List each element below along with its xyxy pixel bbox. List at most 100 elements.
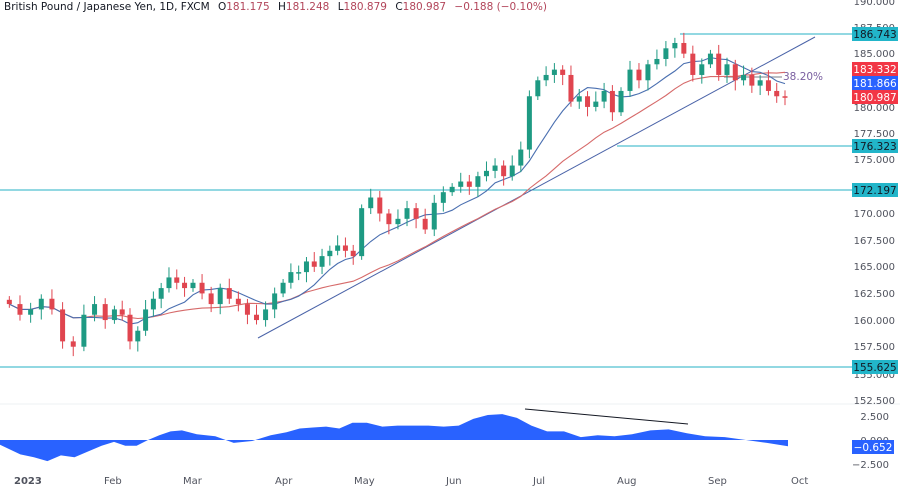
candle[interactable] — [526, 90, 532, 159]
candle[interactable] — [509, 155, 515, 181]
candle[interactable] — [543, 66, 549, 87]
candle[interactable] — [782, 90, 788, 106]
candle[interactable] — [263, 301, 269, 327]
candle[interactable] — [765, 70, 771, 96]
candle[interactable] — [440, 186, 446, 212]
candle[interactable] — [38, 294, 44, 320]
candle[interactable] — [81, 304, 87, 352]
fast-moving-average[interactable] — [9, 57, 786, 325]
candle[interactable] — [244, 298, 250, 325]
candle[interactable] — [119, 300, 125, 321]
candle[interactable] — [663, 41, 669, 67]
candle[interactable] — [208, 286, 214, 313]
oscillator-area[interactable] — [0, 414, 788, 462]
candle[interactable] — [551, 63, 557, 83]
candle[interactable] — [749, 67, 755, 93]
candle[interactable] — [535, 76, 541, 101]
candle[interactable] — [716, 44, 722, 81]
candle[interactable] — [593, 91, 599, 112]
candle[interactable] — [681, 32, 687, 59]
candle[interactable] — [576, 88, 582, 109]
candle[interactable] — [359, 204, 365, 260]
candle[interactable] — [707, 49, 713, 69]
candle[interactable] — [6, 296, 12, 308]
candlestick-series[interactable] — [6, 32, 788, 357]
candle[interactable] — [280, 279, 286, 298]
candle[interactable] — [501, 160, 507, 186]
candle[interactable] — [60, 302, 66, 349]
candle[interactable] — [483, 161, 489, 182]
candle[interactable] — [150, 291, 156, 317]
candle[interactable] — [609, 85, 615, 121]
divergence-line[interactable] — [524, 408, 689, 425]
candle[interactable] — [296, 265, 302, 281]
candle[interactable] — [190, 279, 196, 292]
candle[interactable] — [458, 172, 464, 193]
candle[interactable] — [690, 45, 696, 82]
candle[interactable] — [560, 65, 566, 86]
candle[interactable] — [654, 49, 660, 70]
candle[interactable] — [627, 60, 633, 97]
candle[interactable] — [466, 174, 472, 195]
candle[interactable] — [774, 82, 780, 103]
candle[interactable] — [111, 305, 117, 324]
candle[interactable] — [672, 37, 678, 58]
candle[interactable] — [28, 302, 34, 323]
candle[interactable] — [618, 87, 624, 116]
candle[interactable] — [335, 235, 341, 256]
candle[interactable] — [449, 183, 455, 196]
candle[interactable] — [303, 257, 309, 283]
candle[interactable] — [645, 59, 651, 91]
candle[interactable] — [386, 209, 392, 235]
candle[interactable] — [166, 267, 172, 293]
candle[interactable] — [413, 203, 419, 229]
time-axis[interactable]: 2023 Feb Mar Apr May Jun Jul Aug Sep Oct — [14, 476, 808, 487]
symbol-title[interactable]: British Pound / Japanese Yen, 1D, FXCM — [4, 1, 210, 13]
candle[interactable] — [327, 245, 333, 266]
candle[interactable] — [368, 188, 374, 215]
candle[interactable] — [724, 57, 730, 83]
candle[interactable] — [757, 75, 763, 96]
candle[interactable] — [174, 269, 180, 290]
candle[interactable] — [235, 291, 241, 312]
candle[interactable] — [217, 283, 223, 315]
candle[interactable] — [92, 296, 98, 322]
candle[interactable] — [492, 158, 498, 179]
candle[interactable] — [102, 298, 108, 329]
candle[interactable] — [127, 308, 133, 350]
candle[interactable] — [568, 65, 574, 107]
candle[interactable] — [135, 326, 141, 352]
candle[interactable] — [699, 58, 705, 84]
candle[interactable] — [17, 295, 23, 321]
candle[interactable] — [143, 299, 149, 336]
candle[interactable] — [350, 244, 356, 265]
candle[interactable] — [182, 276, 188, 297]
candle[interactable] — [254, 304, 260, 325]
candle[interactable] — [636, 63, 642, 89]
candle[interactable] — [70, 336, 76, 357]
candle[interactable] — [226, 278, 232, 304]
candle[interactable] — [342, 237, 348, 258]
candle[interactable] — [199, 274, 205, 300]
candle[interactable] — [377, 190, 383, 222]
candle[interactable] — [272, 287, 278, 319]
candle[interactable] — [475, 171, 481, 197]
candle[interactable] — [395, 209, 401, 230]
candle[interactable] — [49, 289, 55, 315]
candle[interactable] — [288, 263, 294, 289]
ascending-trendline[interactable] — [257, 36, 816, 339]
candle[interactable] — [431, 194, 437, 237]
candle[interactable] — [319, 248, 325, 275]
horizontal-levels[interactable] — [0, 33, 852, 368]
candle[interactable] — [732, 59, 738, 91]
slow-moving-average[interactable] — [9, 71, 786, 320]
candle[interactable] — [404, 200, 410, 227]
candle[interactable] — [518, 141, 524, 173]
candle[interactable] — [585, 91, 591, 117]
candle[interactable] — [422, 208, 428, 234]
candle[interactable] — [601, 82, 607, 109]
candle[interactable] — [158, 282, 164, 309]
candle[interactable] — [311, 252, 317, 272]
candle[interactable] — [741, 65, 747, 86]
